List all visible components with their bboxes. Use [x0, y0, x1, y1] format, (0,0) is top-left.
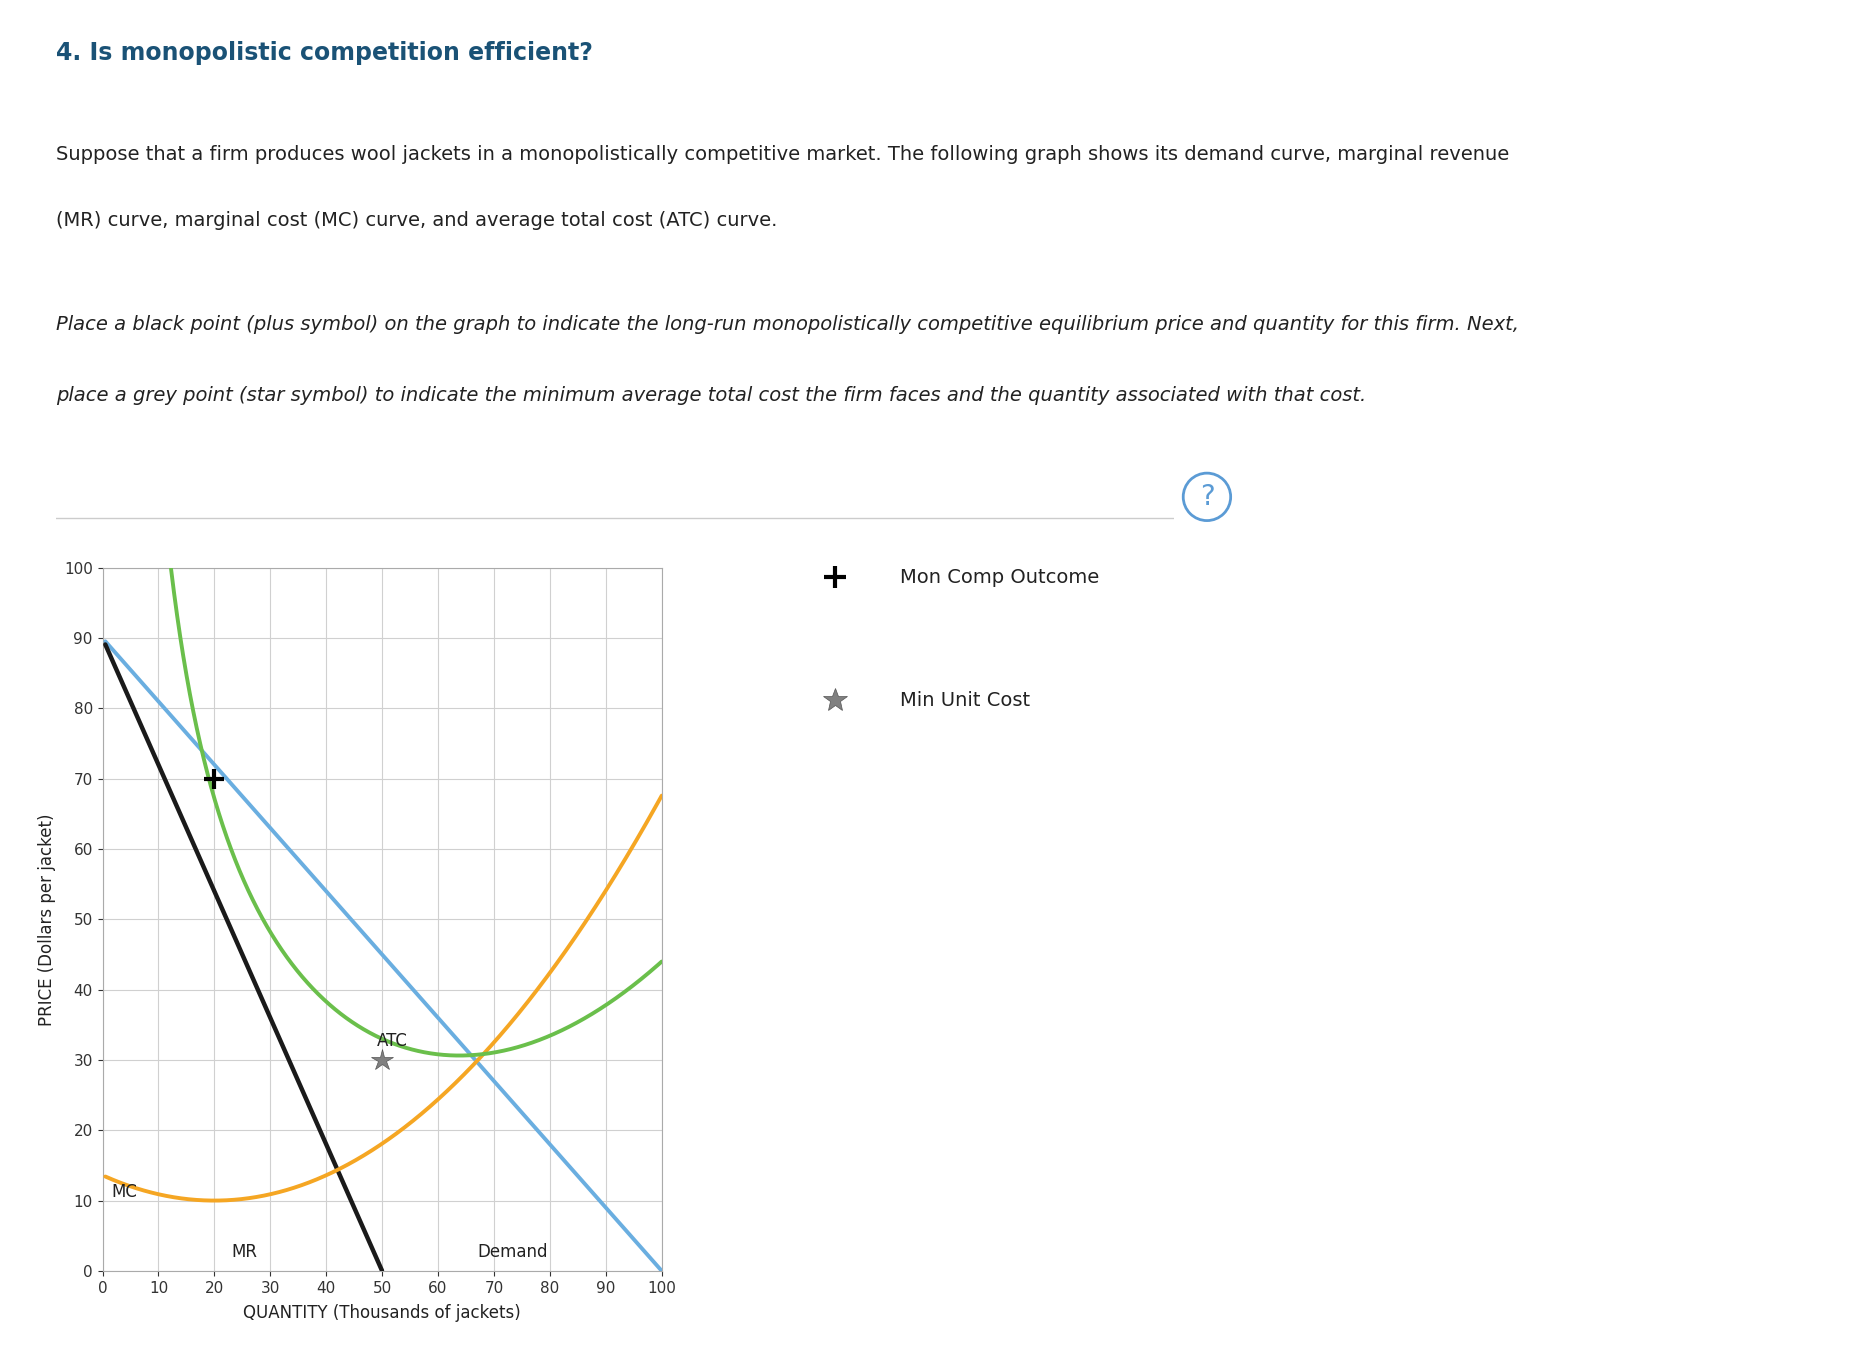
Text: (MR) curve, marginal cost (MC) curve, and average total cost (ATC) curve.: (MR) curve, marginal cost (MC) curve, an…: [56, 211, 777, 230]
Text: place a grey point (star symbol) to indicate the minimum average total cost the : place a grey point (star symbol) to indi…: [56, 387, 1366, 406]
Text: 4. Is monopolistic competition efficient?: 4. Is monopolistic competition efficient…: [56, 41, 593, 65]
Text: ?: ?: [1200, 483, 1213, 511]
Text: MC: MC: [112, 1183, 136, 1201]
Y-axis label: PRICE (Dollars per jacket): PRICE (Dollars per jacket): [37, 813, 56, 1026]
Text: Mon Comp Outcome: Mon Comp Outcome: [900, 568, 1100, 587]
Text: ATC: ATC: [377, 1032, 408, 1051]
Text: Suppose that a firm produces wool jackets in a monopolistically competitive mark: Suppose that a firm produces wool jacket…: [56, 145, 1510, 164]
Text: Demand: Demand: [477, 1242, 548, 1261]
Text: Place a black point (plus symbol) on the graph to indicate the long-run monopoli: Place a black point (plus symbol) on the…: [56, 315, 1519, 334]
Text: MR: MR: [231, 1242, 257, 1261]
Text: Min Unit Cost: Min Unit Cost: [900, 691, 1031, 710]
X-axis label: QUANTITY (Thousands of jackets): QUANTITY (Thousands of jackets): [242, 1303, 522, 1322]
